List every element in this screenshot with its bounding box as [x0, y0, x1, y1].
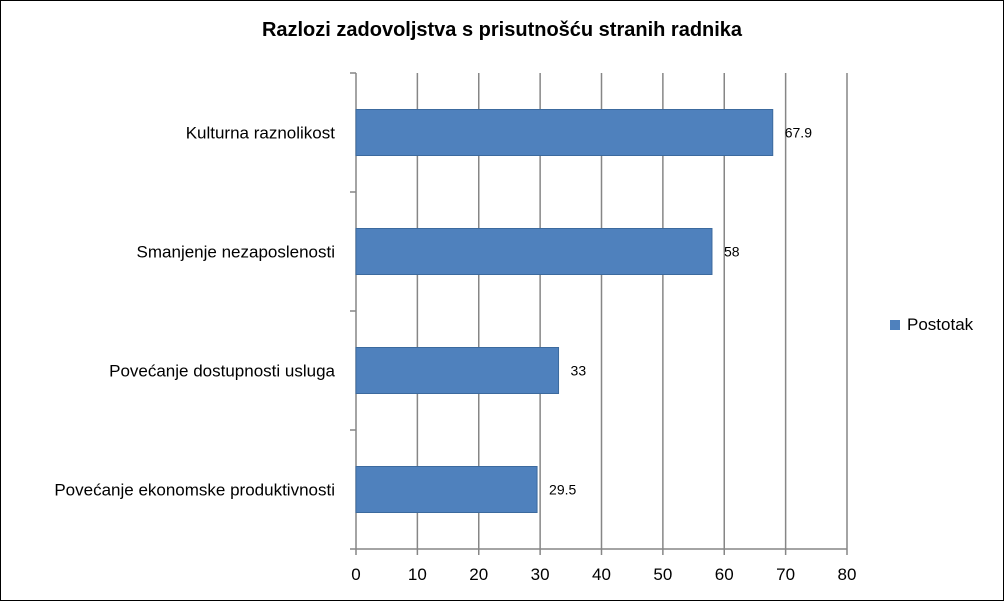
category-label: Smanjenje nezaposlenosti	[137, 243, 335, 262]
legend-label: Postotak	[907, 315, 974, 334]
x-tick-label: 60	[715, 565, 734, 584]
category-label: Kulturna raznolikost	[186, 124, 336, 143]
x-tick-label: 80	[838, 565, 857, 584]
category-label: Povećanje dostupnosti usluga	[109, 362, 335, 381]
bar	[355, 228, 713, 275]
legend: Postotak	[890, 315, 973, 335]
data-label: 58	[724, 244, 740, 260]
data-label: 29.5	[549, 482, 576, 498]
category-label: Povećanje ekonomske produktivnosti	[54, 481, 335, 500]
legend-swatch	[890, 320, 900, 330]
x-tick-label: 40	[592, 565, 611, 584]
bar	[355, 109, 774, 156]
x-tick-label: 0	[351, 565, 360, 584]
data-label: 33	[571, 363, 587, 379]
bar	[355, 347, 560, 394]
x-tick-label: 30	[531, 565, 550, 584]
x-tick-label: 10	[408, 565, 427, 584]
chart-title: Razlozi zadovoljstva s prisutnošću stran…	[261, 19, 743, 41]
x-tick-label: 20	[469, 565, 488, 584]
x-tick-label: 50	[653, 565, 672, 584]
data-label: 67.9	[785, 125, 812, 141]
x-tick-label: 70	[776, 565, 795, 584]
bar	[355, 466, 538, 513]
